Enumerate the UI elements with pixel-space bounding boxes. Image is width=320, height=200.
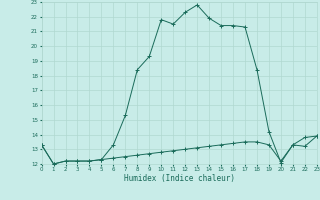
X-axis label: Humidex (Indice chaleur): Humidex (Indice chaleur) [124, 174, 235, 183]
